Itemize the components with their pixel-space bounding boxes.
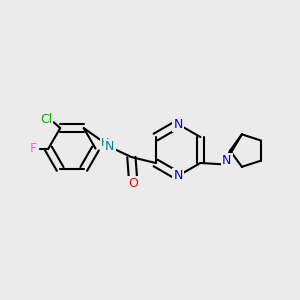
Text: N: N bbox=[173, 169, 183, 182]
Text: F: F bbox=[29, 142, 37, 155]
Text: N: N bbox=[222, 154, 232, 166]
Text: N: N bbox=[173, 118, 183, 130]
Text: N: N bbox=[105, 140, 115, 153]
Text: Cl: Cl bbox=[40, 113, 52, 126]
Text: H: H bbox=[101, 138, 109, 148]
Text: O: O bbox=[128, 177, 138, 190]
